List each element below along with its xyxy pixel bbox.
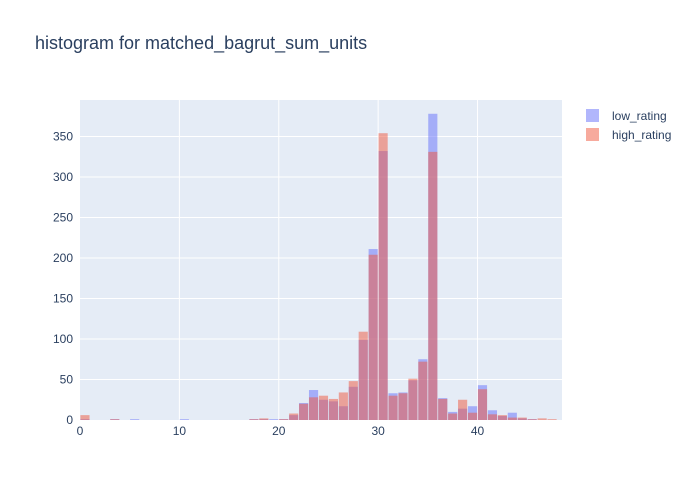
legend-label-low-rating: low_rating — [612, 108, 667, 123]
bar-high_rating[interactable] — [259, 418, 269, 420]
bar-high_rating[interactable] — [348, 381, 358, 420]
bar-low_rating[interactable] — [179, 419, 189, 420]
legend-swatch-high-rating — [586, 128, 599, 141]
legend-item-high-rating[interactable]: high_rating — [586, 125, 671, 144]
bar-high_rating[interactable] — [279, 419, 289, 420]
bar-high_rating[interactable] — [388, 395, 398, 420]
y-tick-label: 300 — [53, 170, 73, 184]
y-tick-label: 50 — [60, 372, 74, 386]
bar-high_rating[interactable] — [527, 419, 537, 420]
x-tick-labels: 0 10 20 30 40 — [77, 424, 485, 438]
bar-high_rating[interactable] — [358, 331, 368, 420]
legend-swatch-low-rating — [586, 109, 599, 122]
legend-label-high-rating: high_rating — [612, 127, 672, 142]
y-tick-label: 0 — [66, 413, 73, 427]
bar-high_rating[interactable] — [497, 415, 507, 420]
bar-low_rating[interactable] — [507, 412, 517, 420]
bar-high_rating[interactable] — [249, 419, 259, 420]
histogram-bars — [80, 113, 557, 421]
bar-high_rating[interactable] — [289, 413, 299, 420]
y-tick-label: 350 — [53, 129, 73, 143]
bar-high_rating[interactable] — [318, 395, 329, 420]
bar-high_rating[interactable] — [477, 389, 488, 420]
x-gridlines — [178, 100, 479, 420]
chart-title: histogram for matched_bagrut_sum_units — [35, 33, 368, 53]
series-high_rating — [80, 133, 557, 421]
y-tick-label: 100 — [53, 332, 73, 346]
bar-high_rating[interactable] — [428, 151, 438, 421]
bar-high_rating[interactable] — [80, 415, 90, 420]
bar-high_rating[interactable] — [338, 392, 348, 420]
bar-high_rating[interactable] — [308, 397, 319, 420]
bar-high_rating[interactable] — [467, 412, 478, 420]
x-tick-label: 10 — [173, 424, 187, 438]
x-tick-label: 40 — [471, 424, 485, 438]
bar-high_rating[interactable] — [537, 418, 547, 420]
y-tick-label: 200 — [53, 251, 73, 265]
bar-high_rating[interactable] — [368, 254, 378, 420]
bar-high_rating[interactable] — [487, 414, 498, 420]
bar-high_rating[interactable] — [328, 398, 338, 420]
x-tick-label: 20 — [272, 424, 286, 438]
bar-high_rating[interactable] — [507, 417, 517, 420]
bar-high_rating[interactable] — [110, 419, 120, 420]
bar-high_rating[interactable] — [398, 393, 408, 420]
plot-background — [80, 100, 562, 420]
legend-item-low-rating[interactable]: low_rating — [586, 106, 671, 125]
bar-high_rating[interactable] — [448, 413, 458, 420]
bar-high_rating[interactable] — [299, 403, 309, 420]
bar-high_rating[interactable] — [408, 378, 418, 420]
bar-high_rating[interactable] — [517, 417, 527, 420]
bar-low_rating[interactable] — [269, 419, 279, 420]
x-tick-label: 30 — [371, 424, 385, 438]
bar-high_rating[interactable] — [378, 133, 388, 420]
bar-high_rating[interactable] — [418, 361, 428, 420]
bar-low_rating[interactable] — [130, 419, 140, 420]
bar-high_rating[interactable] — [438, 398, 448, 420]
bar-high_rating[interactable] — [458, 399, 468, 420]
y-tick-labels: 0 50 100 150 200 250 300 350 — [53, 129, 73, 427]
y-tick-label: 150 — [53, 291, 73, 305]
legend[interactable]: low_rating high_rating — [586, 106, 671, 144]
bar-high_rating[interactable] — [547, 419, 557, 420]
y-tick-label: 250 — [53, 210, 73, 224]
y-gridlines — [80, 135, 562, 380]
x-tick-label: 0 — [77, 424, 84, 438]
